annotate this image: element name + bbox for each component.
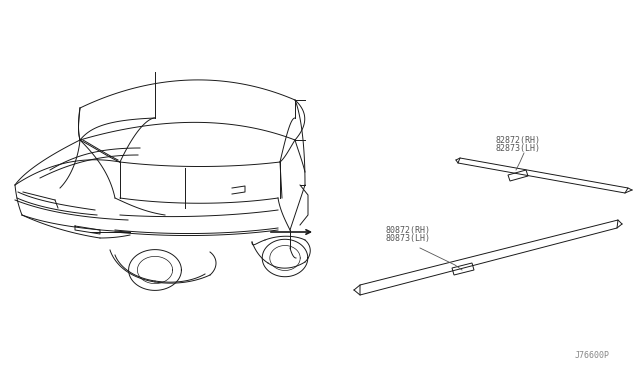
Text: 80872(RH): 80872(RH) — [385, 226, 430, 235]
Text: J76600P: J76600P — [575, 350, 610, 359]
Text: 80873(LH): 80873(LH) — [385, 234, 430, 243]
Text: 82873(LH): 82873(LH) — [496, 144, 541, 153]
Text: 82872(RH): 82872(RH) — [496, 136, 541, 145]
